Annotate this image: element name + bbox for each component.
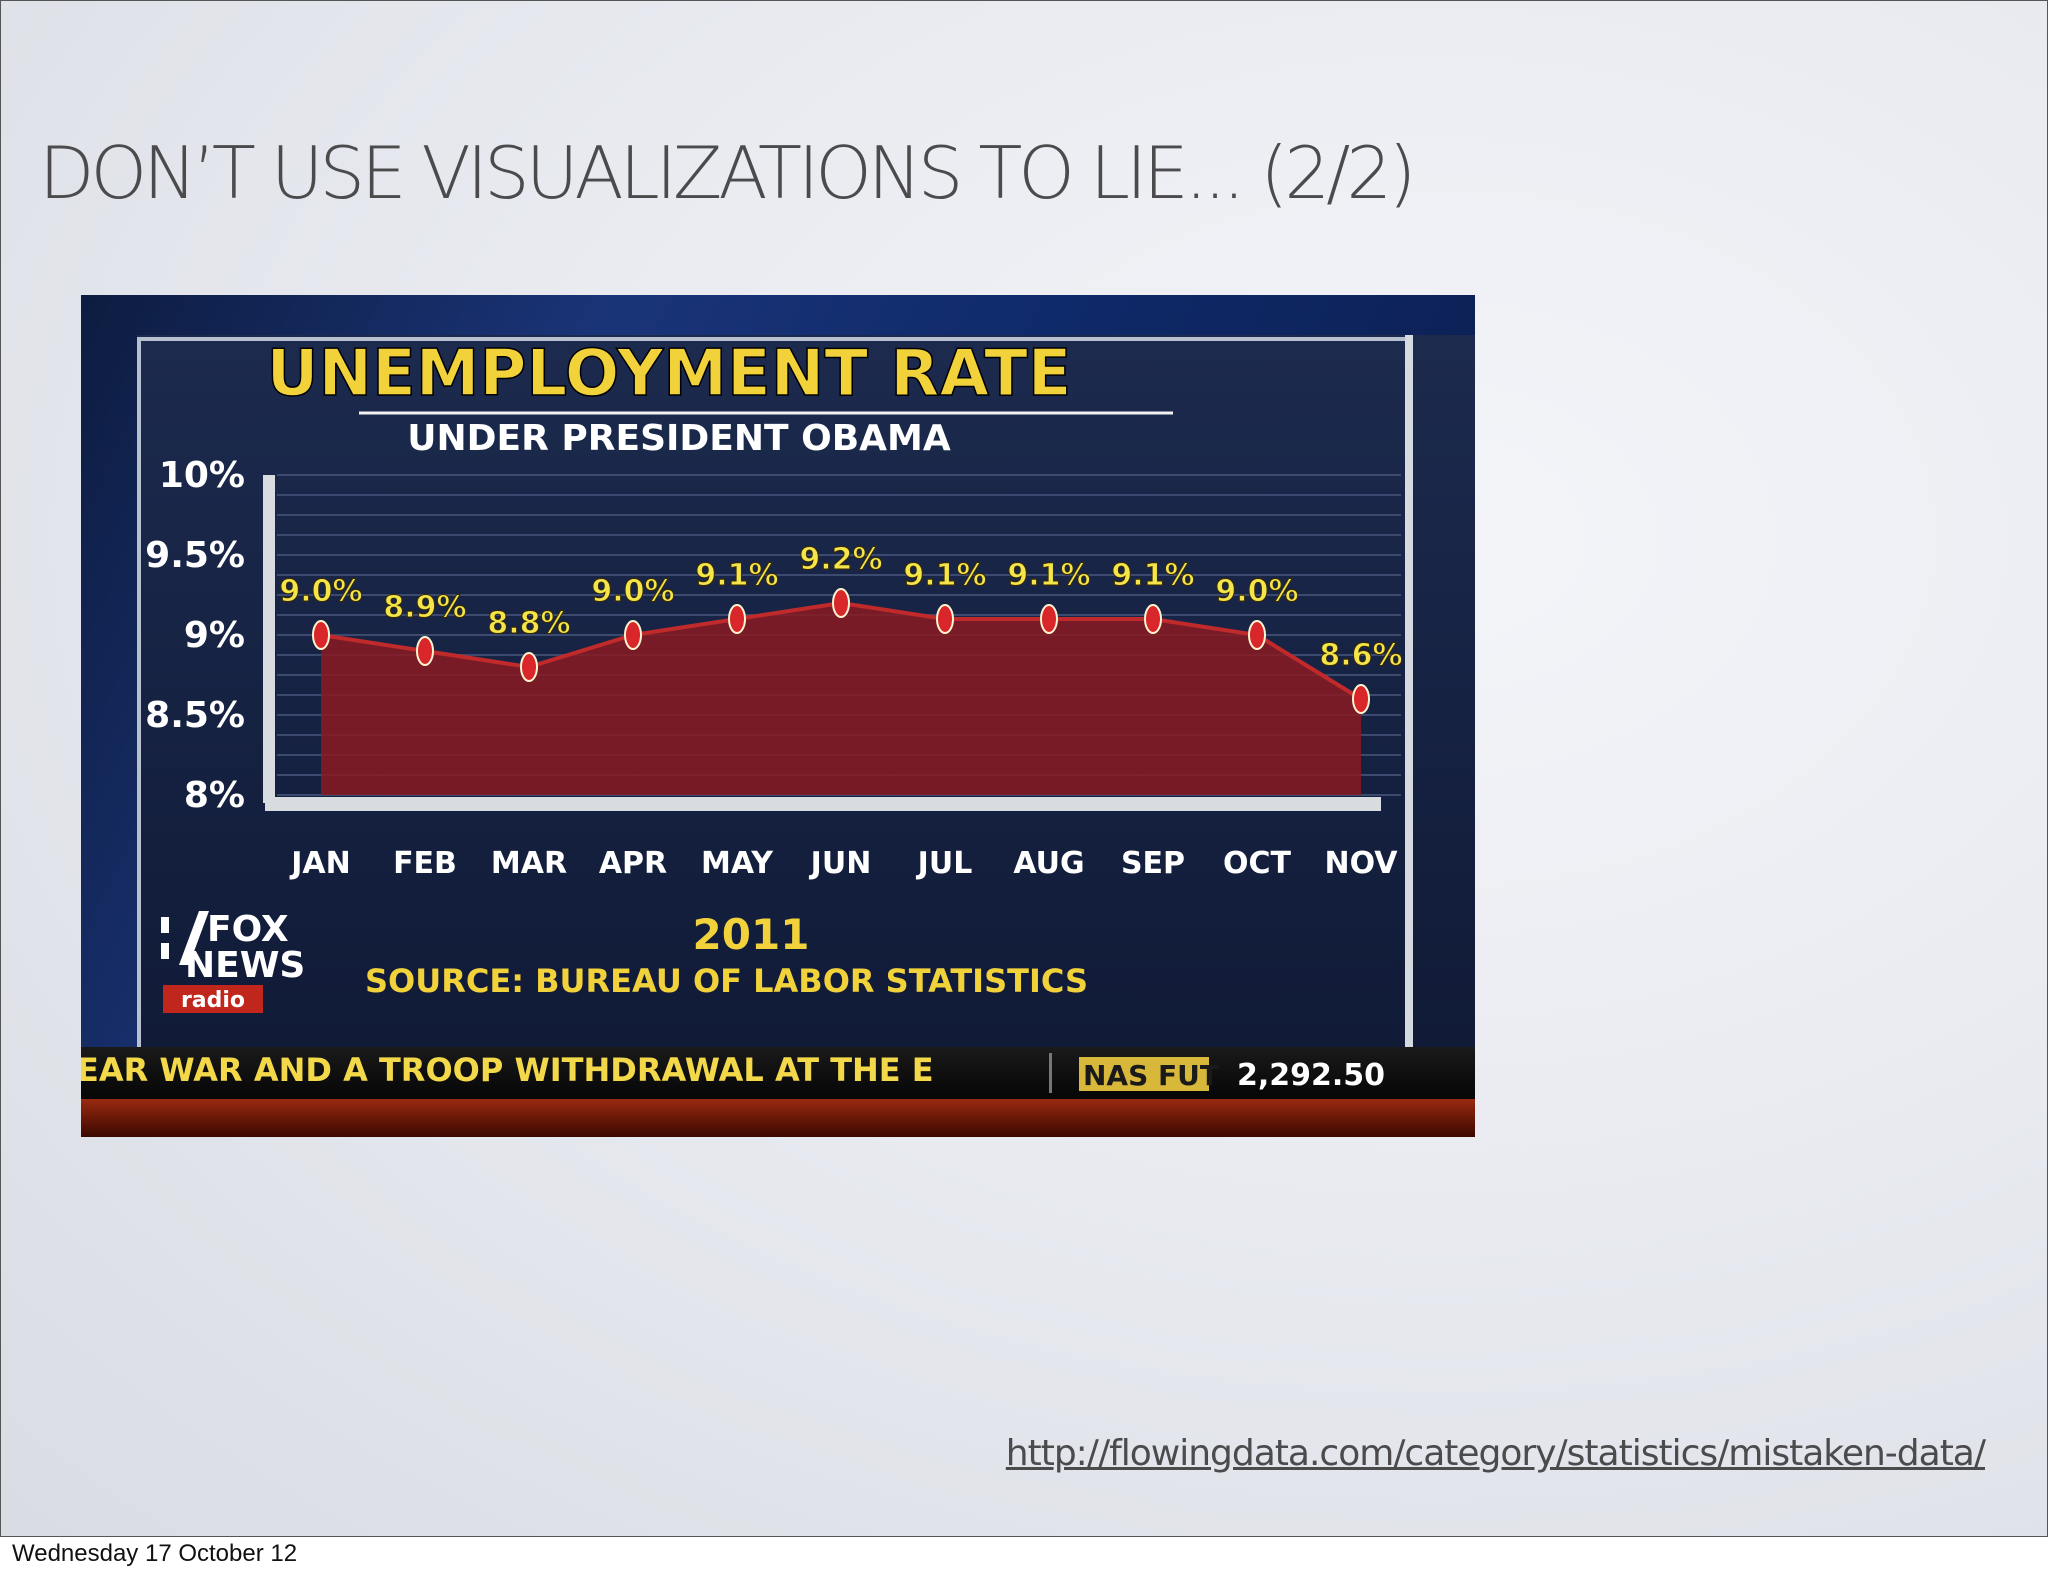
x-tick-label: APR [599, 846, 667, 881]
logo-fox: FOX [207, 909, 289, 950]
ticker-divider [1049, 1053, 1052, 1093]
data-point [1352, 684, 1370, 714]
chart-subtitle: UNDER PRESIDENT OBAMA [407, 418, 951, 459]
logo-bar [161, 943, 169, 959]
y-tick-label: 8% [184, 775, 245, 816]
data-label: 8.9% [383, 590, 466, 625]
chart-title: UNEMPLOYMENT RATE [267, 337, 1072, 411]
chart-source: SOURCE: BUREAU OF LABOR STATISTICS [365, 962, 1088, 1000]
x-tick-label: FEB [393, 846, 457, 881]
markers [312, 588, 1370, 714]
x-tick-label: AUG [1013, 846, 1084, 881]
data-point [416, 636, 434, 666]
data-label: 9.1% [1111, 558, 1194, 593]
data-label: 8.6% [1319, 638, 1402, 673]
axes [263, 475, 1381, 811]
y-tick-labels: 10% 9.5% 9% 8.5% 8% [145, 455, 245, 816]
market-label: NAS FUT [1083, 1059, 1219, 1092]
source-link[interactable]: http://flowingdata.com/category/statisti… [1005, 1433, 1986, 1474]
x-tick-label: JUN [809, 846, 872, 881]
x-tick-label: NOV [1324, 846, 1398, 881]
chart-year: 2011 [693, 910, 810, 959]
broadcast-screenshot: UNEMPLOYMENT RATE UNDER PRESIDENT OBAMA … [81, 295, 1475, 1137]
data-point [1144, 604, 1162, 634]
data-point [1040, 604, 1058, 634]
y-tick-label: 9.5% [145, 535, 245, 576]
data-label: 9.0% [591, 574, 674, 609]
logo-news: NEWS [185, 945, 305, 986]
logo-slash [179, 911, 209, 965]
data-label: 9.1% [903, 558, 986, 593]
data-label: 9.0% [279, 574, 362, 609]
ticker-red-band [81, 1099, 1475, 1137]
data-point [312, 620, 330, 650]
footer-date: Wednesday 17 October 12 [12, 1540, 298, 1567]
data-label: 8.8% [487, 606, 570, 641]
slide: DON’T USE VISUALIZATIONS TO LIE... (2/2) [0, 0, 2048, 1537]
x-tick-label: JAN [289, 846, 351, 881]
slide-title: DON’T USE VISUALIZATIONS TO LIE... (2/2) [39, 131, 1416, 215]
x-tick-label: MAY [701, 846, 774, 881]
data-label: 9.1% [1007, 558, 1090, 593]
fox-news-radio-logo: FOX NEWS radio [161, 909, 305, 1013]
logo-radio: radio [181, 988, 245, 1013]
unemployment-chart: UNEMPLOYMENT RATE UNDER PRESIDENT OBAMA … [81, 335, 1475, 1137]
y-tick-label: 8.5% [145, 695, 245, 736]
y-tick-label: 10% [159, 455, 245, 496]
x-tick-label: MAR [491, 846, 567, 881]
data-labels: 9.0% 8.9% 8.8% 9.0% 9.1% 9.2% 9.1% 9.1% 9.1% 9.0%… [279, 542, 1403, 674]
x-tick-label: OCT [1223, 846, 1292, 881]
x-tick-label: JUL [916, 846, 973, 881]
data-point [624, 620, 642, 650]
data-label: 9.2% [799, 542, 882, 577]
logo-radio-bg [163, 985, 263, 1013]
x-tick-label: SEP [1121, 846, 1185, 881]
data-point [832, 588, 850, 618]
data-point [936, 604, 954, 634]
data-point [1248, 620, 1266, 650]
data-label: 9.0% [1215, 574, 1298, 609]
ticker-text: EAR WAR AND A TROOP WITHDRAWAL AT THE E [81, 1051, 934, 1089]
market-label-bg [1079, 1057, 1209, 1091]
y-tick-label: 9% [184, 615, 245, 656]
data-point [728, 604, 746, 634]
x-tick-labels: JAN FEB MAR APR MAY JUN JUL AUG SEP OCT NOV [289, 846, 1398, 881]
data-point [520, 652, 538, 682]
data-label: 9.1% [695, 558, 778, 593]
market-value: 2,292.50 [1237, 1058, 1385, 1093]
logo-bar [161, 917, 169, 933]
